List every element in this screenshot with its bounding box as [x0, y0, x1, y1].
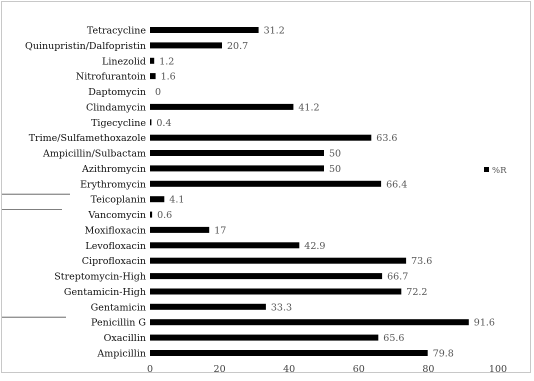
bar — [150, 350, 428, 356]
x-tick-label: 60 — [353, 364, 365, 375]
x-tick-label: 100 — [489, 364, 507, 375]
value-label: 41.2 — [298, 102, 319, 113]
category-label: Levofloxacin — [85, 241, 146, 252]
value-label: 91.6 — [474, 318, 495, 329]
category-label: Tetracycline — [87, 26, 146, 37]
value-labels: 31.2 20.7 1.2 1.60 41.2 0.4 63.6 50 50 66.4 4.1 0.6… — [155, 26, 495, 360]
bar — [150, 288, 402, 295]
bar — [150, 27, 259, 33]
bar — [150, 134, 372, 141]
category-label: Penicillin G — [91, 318, 146, 329]
bar — [150, 180, 382, 187]
value-label: 50 — [329, 164, 341, 175]
category-label: Daptomycin — [88, 87, 146, 98]
bar — [150, 334, 379, 341]
bar — [150, 226, 210, 233]
category-label: Trime/Sulfamethoxazole — [29, 133, 147, 144]
value-label: 79.8 — [433, 349, 454, 360]
category-label: Teicoplanin — [91, 195, 146, 206]
category-label: Gentamicin — [91, 302, 146, 313]
category-label: Tigecycline — [91, 118, 146, 129]
value-label: 65.6 — [383, 333, 404, 344]
value-label: 0 — [155, 87, 161, 98]
x-tick-label: 0 — [147, 364, 153, 375]
category-label: Streptomycin-High — [54, 272, 146, 283]
x-tick-label: 80 — [422, 364, 434, 375]
value-label: 72.2 — [406, 287, 427, 298]
bar — [150, 196, 165, 203]
bar — [150, 211, 153, 218]
value-label: 50 — [329, 149, 341, 160]
category-label: Nitrofurantoin — [76, 72, 146, 83]
category-label: Ciprofloxacin — [82, 256, 146, 267]
annotation-lines — [1, 193, 70, 318]
bar — [150, 73, 156, 80]
legend-label: %R — [492, 166, 507, 176]
category-label: Gentamicin-High — [64, 287, 146, 298]
bar — [150, 273, 383, 280]
value-label: 17 — [214, 225, 226, 236]
bars-layer — [150, 27, 469, 356]
category-labels: Tetracycline Quinupristin/Dalfopristin Lin… — [25, 26, 146, 360]
value-label: 0.6 — [157, 210, 172, 221]
x-axis: 0 20 40 60 80 100 — [147, 364, 507, 375]
bar — [150, 165, 324, 172]
category-label: Ampicillin — [96, 349, 146, 360]
category-label: Vancomycin — [87, 210, 146, 221]
value-label: 63.6 — [376, 133, 397, 144]
value-label: 33.3 — [271, 302, 292, 313]
value-label: 4.1 — [169, 195, 184, 206]
category-label: Moxifloxacin — [85, 225, 146, 236]
value-label: 73.6 — [411, 256, 432, 267]
bar — [150, 150, 324, 156]
category-label: Ampicillin/Sulbactam — [42, 149, 146, 160]
bar — [150, 303, 266, 310]
bar — [150, 319, 469, 326]
category-label: Oxacillin — [104, 333, 146, 344]
bar — [150, 103, 294, 110]
value-label: 1.6 — [161, 72, 176, 83]
value-label: 66.7 — [387, 272, 408, 283]
x-tick-label: 40 — [283, 364, 295, 375]
bar — [150, 42, 222, 49]
bar — [150, 119, 152, 126]
category-label: Linezolid — [102, 56, 146, 67]
legend: %R — [484, 166, 507, 176]
value-label: 31.2 — [264, 26, 285, 37]
value-label: 0.4 — [156, 118, 171, 129]
category-label: Clindamycin — [86, 102, 146, 113]
bar — [150, 257, 407, 264]
x-tick-label: 20 — [214, 364, 226, 375]
category-label: Quinupristin/Dalfopristin — [25, 41, 146, 52]
bar — [150, 57, 155, 64]
legend-swatch — [484, 167, 489, 172]
value-label: 66.4 — [386, 179, 407, 190]
value-label: 42.9 — [304, 241, 325, 252]
value-label: 1.2 — [159, 56, 174, 67]
category-label: Azithromycin — [81, 164, 146, 175]
category-label: Erythromycin — [80, 179, 146, 190]
bar — [150, 242, 300, 249]
value-label: 20.7 — [227, 41, 248, 52]
